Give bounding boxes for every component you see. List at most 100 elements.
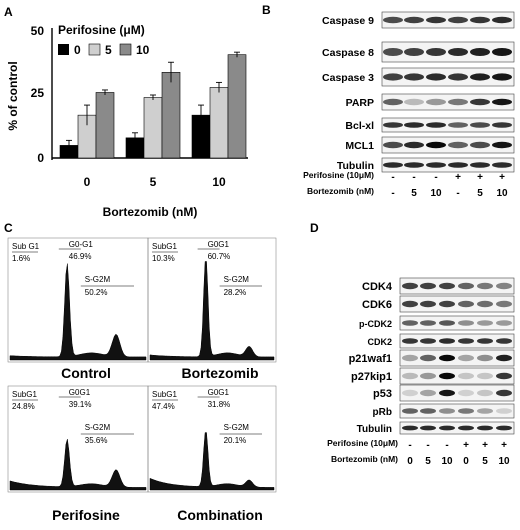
blot-band xyxy=(404,16,424,24)
blot-band xyxy=(496,354,512,362)
histogram-curve xyxy=(149,261,275,361)
blot-strip xyxy=(399,384,515,402)
bar xyxy=(209,87,229,159)
panel-d-letter: D xyxy=(310,221,319,235)
lane-value: + xyxy=(477,172,483,183)
band-label-tubulin: Tubulin xyxy=(337,160,374,172)
blot-band xyxy=(404,73,424,81)
blot-band xyxy=(426,122,446,128)
lane-value: + xyxy=(501,440,507,451)
blot-band xyxy=(477,320,493,326)
blot-band xyxy=(492,16,512,24)
band-label-caspase-3: Caspase 3 xyxy=(322,72,374,84)
blot-band xyxy=(470,162,490,168)
lane-value: + xyxy=(455,172,461,183)
legend-swatch-0 xyxy=(58,44,69,55)
blot-band xyxy=(383,16,403,24)
blot-band xyxy=(420,300,436,308)
panel-c-letter: C xyxy=(4,221,13,235)
band-label-cdk6: CDK6 xyxy=(362,299,392,311)
blot-band xyxy=(439,300,455,308)
blot-band xyxy=(492,73,512,81)
blot-band xyxy=(439,425,455,431)
lane-value: 5 xyxy=(411,188,417,199)
gate-value-g0g1: 46.9% xyxy=(69,252,92,261)
blot-band xyxy=(439,338,455,344)
blot-band xyxy=(402,389,418,397)
blot-band xyxy=(426,98,446,106)
blot-band xyxy=(470,122,490,128)
blot-band xyxy=(426,48,446,56)
band-label-cdk4: CDK4 xyxy=(362,281,393,293)
blot-strip xyxy=(399,403,515,419)
band-label-p-cdk2: p-CDK2 xyxy=(359,319,392,329)
bar xyxy=(161,72,181,159)
blot-band xyxy=(420,338,436,344)
lane-value: - xyxy=(456,188,459,199)
histogram-curve xyxy=(9,263,147,361)
blot-band xyxy=(477,300,493,308)
blot-strip xyxy=(399,277,515,295)
lane-value: - xyxy=(434,172,437,183)
y-tick-label: 50 xyxy=(31,24,45,38)
histogram-frame xyxy=(147,237,277,363)
gate-value-g0g1: 39.1% xyxy=(69,400,92,409)
x-axis-label: Bortezomib (nM) xyxy=(103,205,198,219)
histogram-title: Combination xyxy=(177,507,263,523)
lane-value: 0 xyxy=(463,456,469,467)
blot-band xyxy=(496,408,512,414)
blot-band xyxy=(420,354,436,362)
x-tick-label: 10 xyxy=(212,175,226,189)
blot-band xyxy=(402,354,418,362)
gate-label-g0g1: G0-G1 xyxy=(69,240,94,249)
blot-band xyxy=(404,98,424,106)
blot-band xyxy=(477,354,493,362)
blot-band xyxy=(402,338,418,344)
blot-band xyxy=(458,282,474,290)
blot-strip xyxy=(399,333,515,349)
gate-label-sg2m: S-G2M xyxy=(224,423,250,432)
lane-value: + xyxy=(499,172,505,183)
x-tick-label: 5 xyxy=(150,175,157,189)
legend-swatch-5 xyxy=(88,43,101,56)
blot-band xyxy=(477,408,493,414)
gate-value-subg1: 1.6% xyxy=(12,254,30,263)
gate-value-subg1: 10.3% xyxy=(152,254,175,263)
lane-value: 10 xyxy=(430,188,442,199)
lane-value: + xyxy=(463,440,469,451)
gate-value-sg2m: 35.6% xyxy=(85,436,108,445)
panel-b-letter: B xyxy=(262,3,271,17)
legend-title: Perifosine (μM) xyxy=(58,23,145,37)
blot-band xyxy=(458,300,474,308)
blot-band xyxy=(439,282,455,290)
band-label-mcl1: MCL1 xyxy=(345,140,374,152)
x-tick-label: 0 xyxy=(84,175,91,189)
blot-band xyxy=(492,141,512,149)
treatment-row-label: Perifosine (10μM) xyxy=(327,438,398,448)
gate-label-subg1: Sub G1 xyxy=(12,242,40,251)
blot-band xyxy=(492,162,512,168)
blot-band xyxy=(402,300,418,308)
blot-strip xyxy=(399,295,515,313)
blot-band xyxy=(448,141,468,149)
band-label-cdk2: CDK2 xyxy=(367,337,392,347)
gate-label-subg1: SubG1 xyxy=(152,390,177,399)
blot-band xyxy=(383,162,403,168)
blot-band xyxy=(477,282,493,290)
gate-label-g0g1: G0G1 xyxy=(208,240,230,249)
gate-value-g0g1: 31.8% xyxy=(208,400,231,409)
histogram-curve xyxy=(149,432,275,491)
band-label-bcl-xl: Bcl-xl xyxy=(345,120,374,132)
lane-value: - xyxy=(412,172,415,183)
panel-c: C Sub G1 1.6% G0-G1 46.9% S-G2M 50.2% Control S… xyxy=(4,221,277,523)
lane-value: 5 xyxy=(477,188,483,199)
lane-value: 10 xyxy=(498,456,510,467)
blot-band xyxy=(383,48,403,56)
y-axis-label: % of control xyxy=(6,61,20,130)
gate-label-g0g1: G0G1 xyxy=(69,388,91,397)
histogram-title: Bortezomib xyxy=(182,365,259,381)
blot-band xyxy=(402,425,418,431)
blot-band xyxy=(426,73,446,81)
blot-band xyxy=(470,98,490,106)
